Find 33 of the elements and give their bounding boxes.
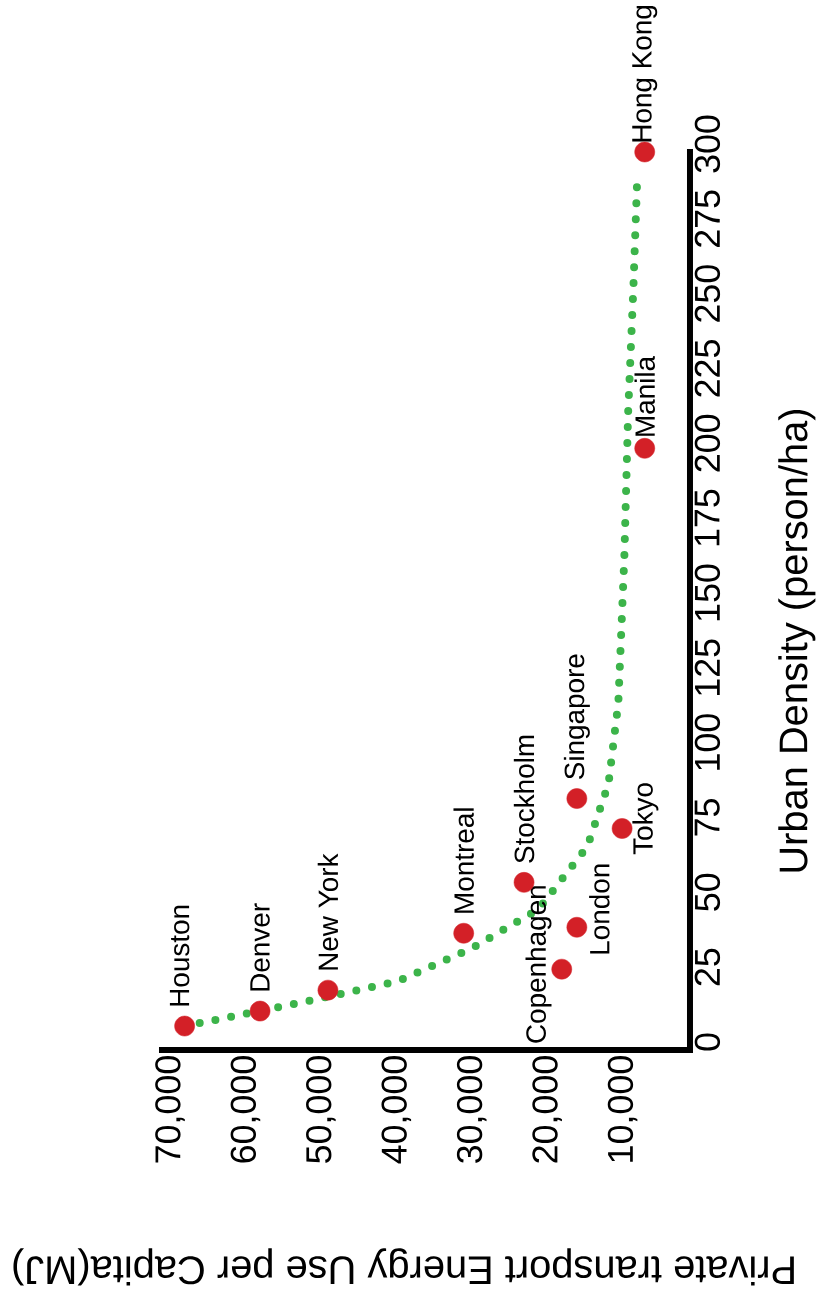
x-tick-label: 40,000	[381, 1056, 412, 1164]
y-tick-label: 300	[694, 115, 721, 173]
y-tick-label: 0	[694, 1033, 721, 1051]
annotation: Montreal	[453, 808, 474, 913]
annotation: Copenhagen	[525, 886, 552, 1043]
annotation: Manila	[634, 355, 655, 436]
y-tick-label: 225	[694, 340, 721, 397]
y-tick-label: 275	[694, 190, 721, 247]
y-tick-label: 100	[694, 714, 721, 770]
annotation: London	[589, 864, 610, 954]
annotation: Houston	[169, 905, 190, 1006]
x-axis-title: Private transport Energy Use per Capita(MJ)	[13, 1248, 794, 1286]
x-tick-label: 10,000	[607, 1056, 638, 1162]
y-tick-label: 150	[694, 564, 721, 621]
y-tick-label: 75	[694, 799, 720, 836]
x-tick-label: 30,000	[456, 1056, 487, 1164]
y-tick-label: 125	[694, 639, 721, 696]
x-tick-label: 70,000	[155, 1056, 185, 1163]
y-axis-title: Urban Density (person/ha)	[778, 409, 816, 872]
x-tick-label: 20,000	[532, 1056, 562, 1163]
y-tick-label: 250	[694, 265, 721, 322]
y-tick-label: 175	[694, 489, 720, 546]
annotation: New York	[317, 853, 339, 970]
annotation: Hong Kong	[632, 5, 658, 142]
annotation: Tokyo	[632, 783, 659, 855]
annotation: Singapore	[563, 654, 590, 780]
y-tick-label: 50	[694, 873, 721, 911]
annotation: Denver	[250, 903, 270, 991]
annotation: Stockholm	[513, 735, 535, 863]
y-tick-label: 25	[694, 948, 721, 986]
y-tick-label: 200	[694, 414, 721, 472]
x-tick-label: 50,000	[306, 1056, 336, 1163]
x-tick-label: 60,000	[230, 1056, 261, 1163]
